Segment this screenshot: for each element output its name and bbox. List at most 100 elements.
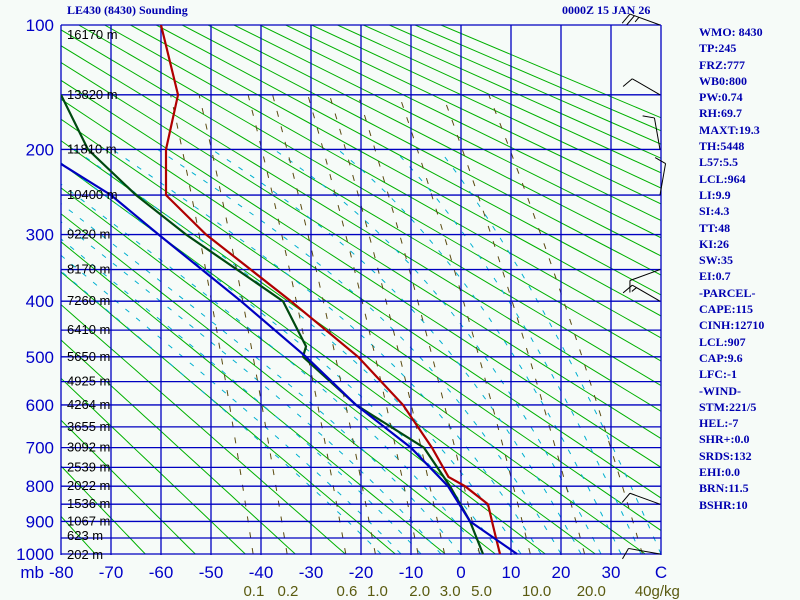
mixing-ratio-line	[307, 94, 419, 555]
mixing-ratio-label: 0.1	[243, 583, 264, 600]
dry-adiabat-line	[61, 303, 346, 555]
mixing-ratio-line	[247, 94, 347, 555]
moist-adiabat-line	[61, 183, 482, 555]
pressure-unit-label: mb	[20, 563, 44, 582]
stat-item: CINH:12710	[699, 318, 765, 333]
moist-adiabat-line	[61, 238, 422, 555]
dry-adiabat-line	[0, 25, 45, 554]
dry-adiabat-line	[61, 339, 296, 555]
mixing-ratio-label: 0.2	[278, 583, 299, 600]
wind-barb	[621, 492, 661, 505]
pressure-tick-label: 800	[26, 477, 54, 496]
stat-item: WMO: 8430	[699, 25, 763, 39]
mixing-ratio-line	[442, 94, 586, 555]
stat-item: KI:26	[699, 236, 729, 251]
grid	[60, 24, 662, 555]
temperature-tick-label: -30	[299, 563, 324, 582]
height-label: 4264 m	[67, 397, 110, 412]
stat-item: -WIND-	[699, 383, 741, 398]
stat-item: LFC:-1	[699, 367, 737, 382]
moist-adiabat-line	[74, 149, 522, 555]
height-label: 2539 m	[67, 459, 110, 474]
moist-adiabat-line	[337, 149, 622, 555]
wind-barb	[622, 284, 661, 302]
moist-adiabat-line	[61, 254, 402, 555]
wind-barb	[642, 115, 661, 150]
pressure-tick-label: 900	[26, 512, 54, 531]
stat-item: TT:48	[699, 220, 731, 235]
pressure-tick-label: 200	[26, 140, 54, 159]
height-label: 9220 m	[67, 227, 110, 242]
temperature-tick-label: -10	[399, 563, 424, 582]
stat-item: CAP:9.6	[699, 350, 743, 365]
moist-adiabat-line	[211, 149, 582, 555]
stat-item: BRN:11.5	[699, 481, 749, 496]
sounding-datetime: 0000Z 15 JAN 26	[562, 3, 651, 17]
temperature-profile-line	[159, 25, 502, 555]
mixing-ratio-label: 5.0	[471, 583, 492, 600]
pressure-tick-label: 700	[26, 439, 54, 458]
temperature-unit-label: C	[655, 563, 667, 582]
stat-item: LI:9.9	[699, 187, 731, 202]
height-label: 5650 m	[67, 349, 110, 364]
stat-item: MAXT:19.3	[699, 122, 760, 137]
stat-item: SI:4.3	[699, 204, 730, 219]
pressure-tick-label: 600	[26, 396, 54, 415]
dry-adiabat-line	[61, 271, 396, 555]
mixing-ratio-label: 40g/kg	[635, 583, 680, 600]
stat-item: EHI:0.0	[699, 465, 741, 480]
temperature-tick-label: -20	[349, 563, 374, 582]
dry-adiabat-line	[61, 465, 146, 555]
pressure-tick-label: 300	[26, 226, 54, 245]
mixing-ratio-line	[170, 94, 254, 555]
temperature-tick-label: -80	[49, 563, 74, 582]
stat-item: TP:245	[699, 41, 737, 56]
stat-item: STM:221/5	[699, 399, 757, 414]
profile-series	[61, 25, 518, 555]
pressure-tick-label: 400	[26, 292, 54, 311]
parcel-profile-line	[61, 162, 518, 555]
wind-barb	[622, 547, 661, 560]
height-label: 10400 m	[67, 187, 118, 202]
chart-title: LE430 (8430) Sounding	[67, 3, 188, 17]
mixing-ratio-label: 10.0	[522, 583, 551, 600]
stat-item: RH:69.7	[699, 106, 742, 121]
mixing-ratio-line	[329, 94, 446, 555]
mixing-ratio-line	[198, 94, 288, 555]
stat-item: SW:35	[699, 253, 734, 268]
temperature-tick-label: -50	[199, 563, 224, 582]
wind-barb	[654, 157, 667, 196]
height-label: 1067 m	[67, 513, 110, 528]
temperature-tick-label: -60	[149, 563, 174, 582]
temperature-tick-label: 30	[602, 563, 621, 582]
height-label: 4925 m	[67, 374, 110, 389]
axis-labels: 0.1 0.2 0.6 1.0 2.0 3.0 5.0 10.0 20.0 40g/kg 16170…	[16, 16, 680, 600]
stat-item: TH:5448	[699, 139, 745, 154]
mixing-ratio-lines	[170, 94, 643, 555]
stat-item: EI:0.7	[699, 269, 731, 284]
stat-item: PW:0.74	[699, 90, 743, 105]
height-label: 623 m	[67, 528, 103, 543]
dry-adiabat-line	[61, 213, 496, 555]
height-label: 3092 m	[67, 440, 110, 455]
stat-item: LCL:964	[699, 171, 746, 186]
wind-barb	[621, 13, 661, 26]
dewpoint-profile-line	[61, 94, 485, 555]
temperature-tick-label: -70	[99, 563, 124, 582]
dry-adiabat-line	[61, 140, 646, 555]
stat-item: CAPE:115	[699, 302, 753, 317]
height-label: 2022 m	[67, 478, 110, 493]
pressure-tick-label: 1000	[16, 545, 54, 564]
temperature-tick-label: -40	[249, 563, 274, 582]
wind-barb	[622, 78, 661, 96]
pressure-tick-label: 100	[26, 16, 54, 35]
stat-item: -PARCEL-	[699, 285, 756, 300]
dry-adiabat-line	[61, 61, 661, 440]
height-label: 8170 m	[67, 262, 110, 277]
stability-indices-panel: WMO: 8430 TP:245 FRZ:777 WB0:800 PW:0.74 RH:6…	[699, 24, 764, 513]
height-label: 202 m	[67, 547, 103, 562]
height-label: 6410 m	[67, 322, 110, 337]
mixing-ratio-line	[357, 94, 481, 555]
stat-item: HEL:-7	[699, 416, 739, 431]
